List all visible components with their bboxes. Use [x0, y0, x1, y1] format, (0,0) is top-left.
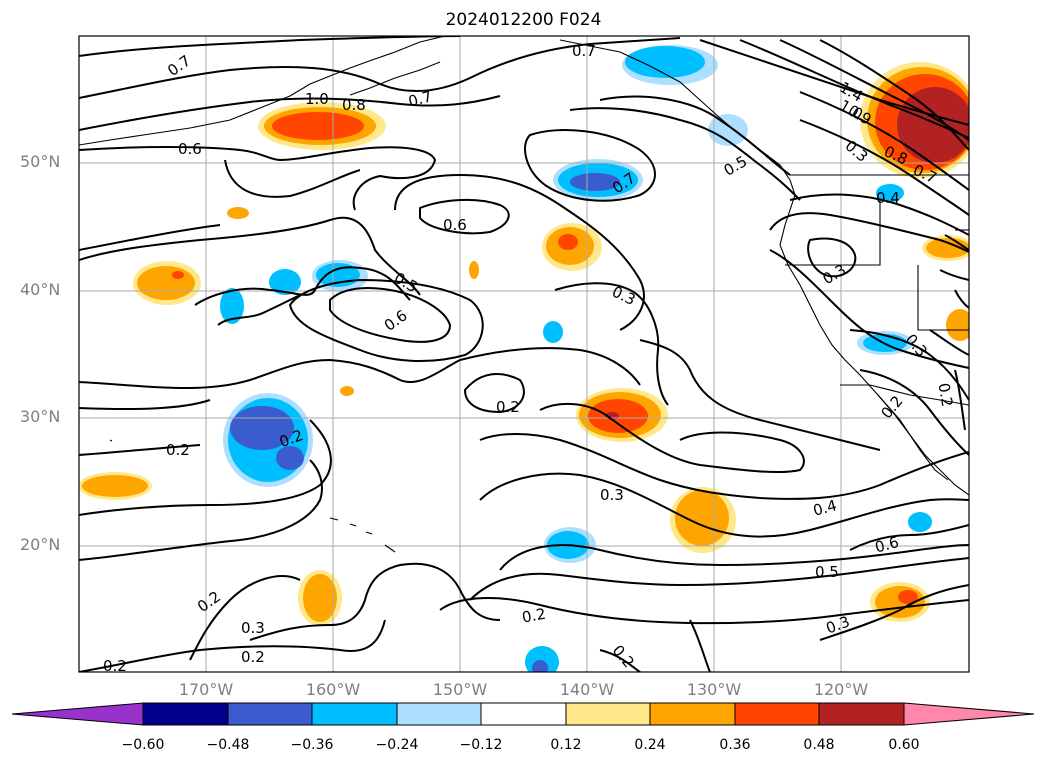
contour-label: 0.4 — [811, 496, 839, 520]
coastlines — [79, 36, 969, 553]
anomaly-blob — [137, 266, 195, 300]
colorbar-tick-label: −0.24 — [375, 737, 419, 753]
anomaly-blob — [926, 238, 969, 258]
contour-label: 0.2 — [103, 657, 127, 675]
contour-label: 0.2 — [496, 398, 520, 416]
colorbar-tick-label: −0.12 — [459, 737, 503, 753]
contour-label: 0.7 — [406, 87, 434, 111]
lon-label: 160°W — [305, 680, 361, 699]
contour-label: 0.6 — [443, 216, 467, 234]
anomaly-blob — [543, 321, 563, 343]
colorbar — [11, 702, 1035, 726]
contour-label: 0.2 — [166, 441, 190, 459]
anomaly-blob — [227, 207, 249, 219]
anomaly-blob — [303, 574, 337, 622]
contour-label: 0.4 — [876, 189, 900, 207]
anomaly-blob — [675, 490, 729, 546]
anomaly-blob — [570, 173, 620, 191]
anomaly-blob — [625, 46, 705, 78]
lon-label: 130°W — [686, 680, 742, 699]
gridlines — [79, 36, 969, 672]
lon-label: 140°W — [559, 680, 615, 699]
anomaly-blob — [172, 271, 184, 279]
anomaly-blob — [946, 309, 969, 341]
anomaly-blob — [272, 112, 364, 140]
colorbar-tick-label: −0.36 — [290, 737, 334, 753]
colorbar-segment — [480, 702, 567, 726]
anomaly-blob — [708, 114, 748, 146]
contour-lines — [79, 36, 969, 672]
contour-label: 0.8 — [342, 96, 366, 114]
colorbar-segment — [734, 702, 820, 726]
contour-label: 0.3 — [600, 486, 624, 504]
colorbar-extend-high — [903, 702, 1035, 726]
colorbar-extend-low — [11, 702, 144, 726]
lat-label: 30°N — [20, 407, 61, 426]
colorbar-segment — [649, 702, 736, 726]
contour-label: 0.3 — [241, 619, 265, 637]
colorbar-tick-label: 0.48 — [803, 737, 835, 753]
anomaly-blob — [82, 475, 148, 497]
colorbar-segment — [565, 702, 651, 726]
contour-label: 0.5 — [815, 563, 839, 581]
colorbar-tick-label: 0.36 — [719, 737, 751, 753]
anomaly-blob — [269, 269, 301, 295]
colorbar-segment — [227, 702, 313, 726]
colorbar-tick-label: 0.24 — [634, 737, 666, 753]
contour-label: 0.6 — [178, 140, 202, 158]
anomaly-blob — [340, 386, 354, 396]
lat-label: 40°N — [20, 280, 61, 299]
anomaly-blob — [876, 184, 904, 202]
lat-label: 20°N — [20, 535, 61, 554]
colorbar-tick-label: 0.12 — [550, 737, 582, 753]
anomaly-blob — [558, 234, 578, 250]
contour-label: 1.0 — [305, 90, 329, 108]
lon-label: 170°W — [178, 680, 234, 699]
contour-label: 0.2 — [934, 382, 956, 409]
contour-label: 0.2 — [521, 605, 548, 627]
map-area: 0.7 0.7 0.7 1.0 0.8 0.6 0.6 0.7 0.5 0.5 … — [79, 36, 969, 675]
colorbar-segment — [396, 702, 482, 726]
anomaly-blob — [276, 446, 304, 470]
lon-label: 120°W — [813, 680, 869, 699]
shaded-field — [79, 45, 969, 672]
contour-label: 0.6 — [873, 533, 901, 557]
colorbar-segment — [142, 702, 229, 726]
anomaly-blob — [532, 660, 548, 672]
figure-title: 2024012200 F024 — [445, 10, 602, 30]
colorbar-segment — [818, 702, 905, 726]
colorbar-tick-label: 0.60 — [888, 737, 920, 753]
anomaly-blob — [908, 512, 932, 532]
colorbar-tick-label: −0.48 — [206, 737, 250, 753]
contour-label: 0.7 — [572, 42, 596, 60]
lon-label: 150°W — [432, 680, 488, 699]
anomaly-blob — [220, 288, 244, 324]
anomaly-blob — [875, 586, 925, 618]
contour-label: 0.2 — [241, 648, 265, 666]
anomaly-blob — [898, 590, 918, 604]
anomaly-blob — [230, 406, 294, 450]
colorbar-tick-label: −0.60 — [121, 737, 165, 753]
map-frame — [78, 35, 970, 673]
lat-label: 50°N — [20, 152, 61, 171]
anomaly-blob — [897, 87, 969, 163]
anomaly-blob — [469, 261, 479, 279]
colorbar-segment — [311, 702, 398, 726]
